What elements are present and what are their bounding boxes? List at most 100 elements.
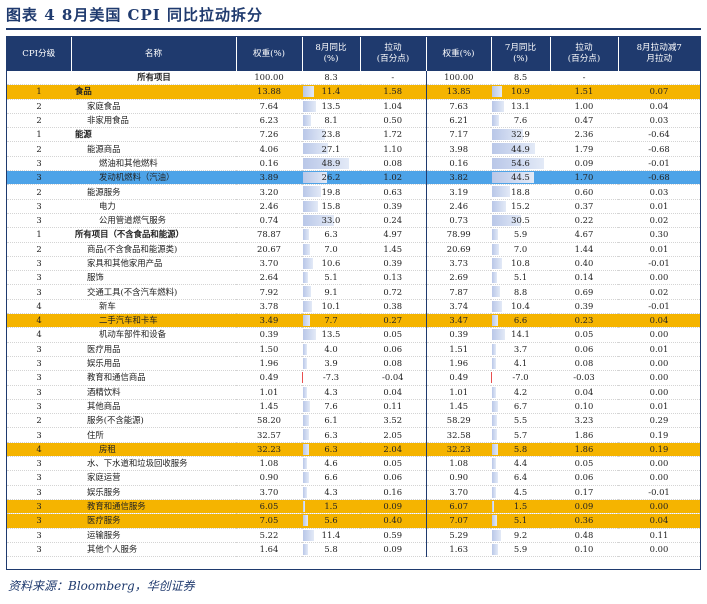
contribution-change-cell: 0.04	[618, 99, 700, 114]
aug-contribution-cell: 0.13	[360, 270, 427, 286]
table-row: 3 住所 32.57 6.3 2.05 32.58 5.7 1.86 0.19	[7, 427, 700, 443]
jul-yoy-cell: 5.8	[491, 442, 550, 458]
contribution-change-cell: 0.11	[618, 528, 700, 543]
yoy-value: 4.6	[324, 458, 338, 469]
column-header: 名称	[71, 37, 237, 71]
table-row: 4 机动车部件和设备 0.39 13.5 0.05 0.39 14.1 0.05 0.00	[7, 327, 700, 343]
aug-yoy-cell: 13.5	[302, 327, 360, 343]
contribution-change-cell: 0.01	[618, 342, 700, 357]
jul-yoy-cell: 4.1	[491, 356, 550, 372]
contribution-change-cell: 0.19	[618, 427, 700, 443]
aug-yoy-cell: 4.0	[302, 342, 360, 357]
jul-weight-cell: 7.87	[426, 284, 491, 300]
aug-contribution-cell: 1.10	[360, 141, 427, 157]
aug-yoy-cell: 11.4	[302, 528, 360, 543]
jul-yoy-cell: 1.5	[491, 499, 550, 515]
item-name-cell: 住所	[71, 427, 236, 443]
yoy-bar	[303, 186, 322, 198]
yoy-value: 4.5	[513, 486, 528, 497]
yoy-bar	[491, 372, 492, 384]
yoy-value: 4.0	[324, 343, 338, 354]
jul-contribution-cell: 0.39	[550, 299, 618, 315]
item-name-cell: 机动车部件和设备	[71, 327, 236, 343]
item-name-cell: 娱乐用品	[71, 356, 236, 372]
aug-contribution-cell: 0.63	[360, 184, 427, 200]
jul-yoy-cell: 8.5	[491, 71, 550, 86]
yoy-value: 7.7	[324, 315, 338, 326]
table-row: 3 电力 2.46 15.8 0.39 2.46 15.2 0.37 0.01	[7, 199, 700, 214]
cpi-level-cell: 2	[7, 413, 71, 429]
aug-yoy-cell: 15.8	[302, 199, 360, 214]
item-name-cell: 家庭运营	[71, 470, 236, 486]
aug-yoy-cell: 5.8	[302, 542, 360, 558]
aug-contribution-cell: 0.11	[360, 399, 427, 415]
title-rule	[6, 28, 701, 30]
jul-contribution-cell: 0.22	[550, 213, 618, 229]
jul-yoy-cell: 6.6	[491, 313, 550, 329]
yoy-bar	[492, 386, 496, 398]
aug-contribution-cell: 3.52	[360, 413, 427, 429]
yoy-value: 5.5	[513, 415, 528, 426]
jul-weight-cell: 7.07	[426, 513, 491, 529]
yoy-value: 15.2	[511, 200, 530, 211]
header-row: CPI分级 名称 权重(%) 8月同比 (%) 拉动 (百分点) 权重(%) 7月同比 (%) 拉动…	[7, 37, 700, 71]
yoy-bar	[492, 243, 499, 255]
contribution-change-cell: -0.68	[618, 170, 700, 186]
yoy-value: 9.1	[324, 286, 338, 297]
aug-weight-cell: 6.05	[236, 499, 302, 515]
item-name-cell: 其他个人服务	[71, 542, 236, 558]
cpi-level-cell: 1	[7, 227, 71, 243]
item-name-cell: 医疗用品	[71, 342, 236, 357]
contribution-change-cell: 0.00	[618, 356, 700, 372]
item-name-cell: 医疗服务	[71, 513, 236, 529]
jul-contribution-cell: 0.05	[550, 327, 618, 343]
yoy-bar	[492, 272, 497, 284]
jul-weight-cell: 3.70	[426, 485, 491, 500]
aug-yoy-cell: 10.1	[302, 299, 360, 315]
jul-contribution-cell: 1.79	[550, 141, 618, 157]
column-header: 7月同比 (%)	[491, 37, 551, 71]
jul-weight-cell: 6.07	[426, 499, 491, 515]
jul-contribution-cell: 0.14	[550, 270, 618, 286]
aug-yoy-cell: 5.1	[302, 270, 360, 286]
aug-weight-cell: 3.70	[236, 256, 302, 272]
jul-contribution-cell: 0.05	[550, 456, 618, 472]
item-name-cell: 发动机燃料（汽油）	[71, 170, 236, 186]
yoy-bar	[492, 286, 501, 298]
aug-yoy-cell: 10.6	[302, 256, 360, 272]
table-row: 4 房租 32.23 6.3 2.04 32.23 5.8 1.86 0.19	[7, 442, 700, 458]
contribution-change-cell: 0.00	[618, 470, 700, 486]
item-name-cell: 所有项目	[71, 71, 236, 86]
cpi-level-cell: 3	[7, 528, 71, 543]
contribution-change-cell: 0.00	[618, 499, 700, 515]
aug-contribution-cell: -	[360, 71, 427, 86]
jul-contribution-cell: 0.47	[550, 113, 618, 129]
jul-yoy-cell: 7.0	[491, 242, 550, 257]
column-header: 8月拉动减7 月拉动	[618, 37, 700, 71]
jul-yoy-cell: 15.2	[491, 199, 550, 214]
jul-contribution-cell: 1.86	[550, 442, 618, 458]
jul-contribution-cell: 0.37	[550, 199, 618, 214]
contribution-change-cell: 0.00	[618, 385, 700, 400]
contribution-change-cell: 0.00	[618, 456, 700, 472]
jul-contribution-cell: 1.70	[550, 170, 618, 186]
contribution-change-cell: 0.01	[618, 199, 700, 214]
yoy-value: 10.1	[321, 300, 341, 311]
aug-contribution-cell: 0.06	[360, 470, 427, 486]
table-row: 4 二手汽车和卡车 3.49 7.7 0.27 3.47 6.6 0.23 0.04	[7, 313, 700, 329]
yoy-value: 5.8	[513, 443, 528, 454]
table-row: 3 娱乐服务 3.70 4.3 0.16 3.70 4.5 0.17 -0.01	[7, 485, 700, 500]
yoy-bar	[492, 229, 498, 241]
aug-contribution-cell: 0.38	[360, 299, 427, 315]
aug-contribution-cell: 0.04	[360, 385, 427, 400]
contribution-change-cell: 0.04	[618, 313, 700, 329]
jul-contribution-cell: 0.06	[550, 470, 618, 486]
yoy-value: 8.1	[324, 115, 338, 126]
jul-weight-cell: 78.99	[426, 227, 491, 243]
yoy-value: 4.2	[513, 386, 528, 397]
yoy-bar	[303, 486, 307, 498]
yoy-value: 15.8	[321, 200, 341, 211]
table-frame	[6, 36, 701, 570]
column-header: 权重(%)	[236, 37, 303, 71]
cpi-level-cell: 3	[7, 213, 71, 229]
